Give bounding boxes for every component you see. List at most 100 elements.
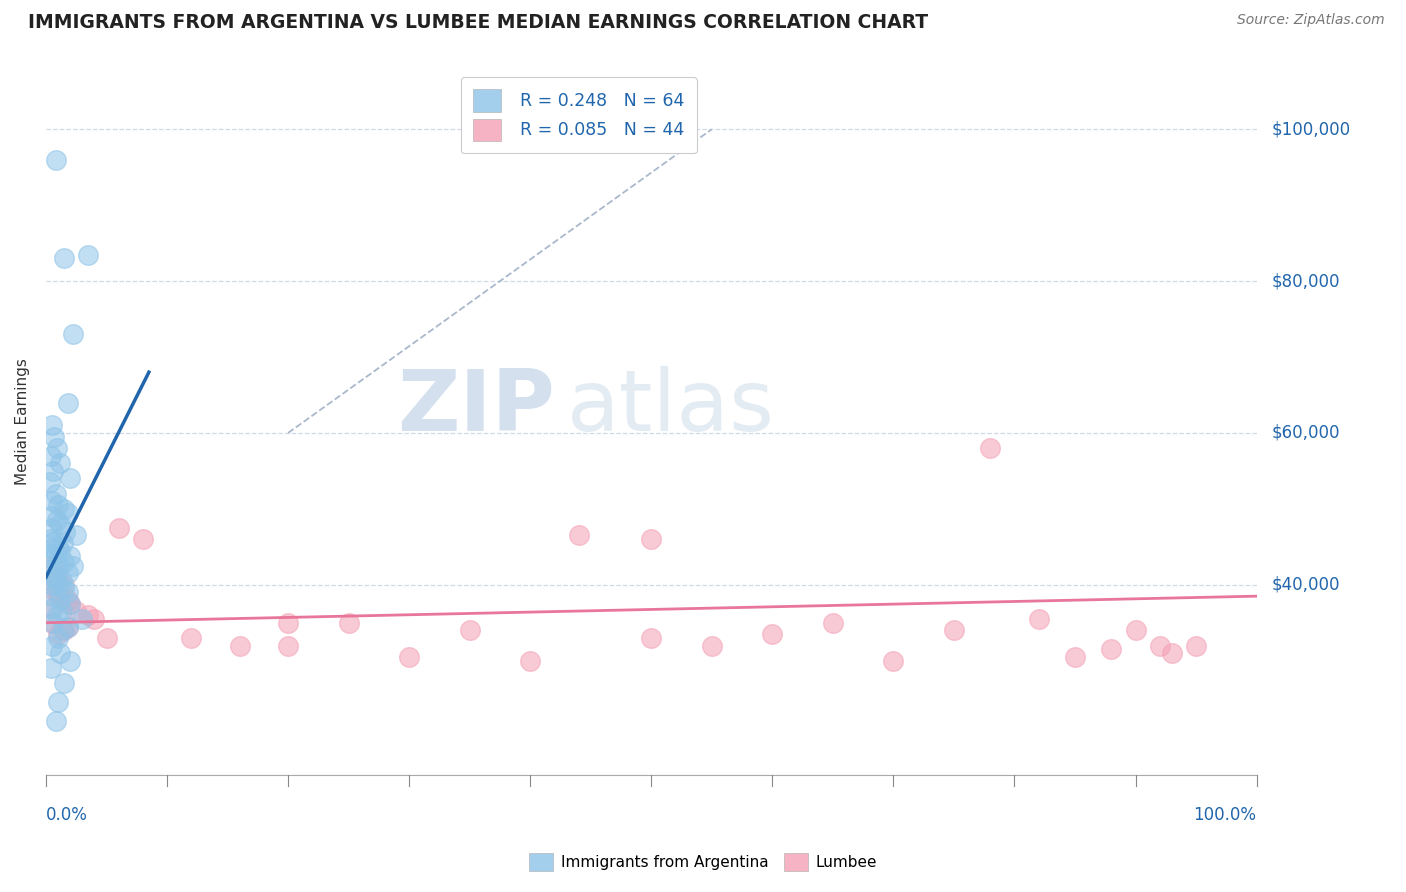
Text: $80,000: $80,000 <box>1271 272 1340 290</box>
Point <box>45 486 67 500</box>
Point <box>42 570 65 584</box>
Point <box>979 441 1001 455</box>
Point <box>132 533 155 547</box>
Point <box>45 572 67 586</box>
Y-axis label: Median Earnings: Median Earnings <box>15 358 30 485</box>
Point <box>107 521 129 535</box>
Point <box>45 608 67 623</box>
Point <box>1064 649 1087 664</box>
Point <box>41 639 63 653</box>
Point <box>59 654 82 668</box>
Point <box>65 604 87 618</box>
Point <box>77 247 100 261</box>
Point <box>53 501 76 516</box>
Text: 100.0%: 100.0% <box>1194 806 1257 824</box>
Point <box>46 574 69 588</box>
Point <box>46 627 69 641</box>
Point <box>53 582 76 596</box>
Point <box>39 661 62 675</box>
Point <box>59 597 82 611</box>
Point <box>640 631 662 645</box>
Point <box>46 695 69 709</box>
Point <box>1125 624 1147 638</box>
Point <box>42 600 65 615</box>
Point <box>41 578 63 592</box>
Point <box>942 624 965 638</box>
Point <box>39 551 62 566</box>
Point <box>59 471 82 485</box>
Point <box>62 558 84 573</box>
Point <box>49 543 72 558</box>
Point <box>39 449 62 463</box>
Point <box>53 624 76 638</box>
Point <box>1185 639 1208 653</box>
Point <box>42 464 65 478</box>
Point <box>53 252 76 266</box>
Text: 0.0%: 0.0% <box>46 806 87 824</box>
Point <box>56 619 79 633</box>
Text: atlas: atlas <box>567 366 775 449</box>
Point <box>1028 612 1050 626</box>
Point <box>45 441 67 455</box>
Legend:   R = 0.248   N = 64,   R = 0.085   N = 44: R = 0.248 N = 64, R = 0.085 N = 44 <box>461 78 697 153</box>
Point <box>1160 646 1182 660</box>
Text: IMMIGRANTS FROM ARGENTINA VS LUMBEE MEDIAN EARNINGS CORRELATION CHART: IMMIGRANTS FROM ARGENTINA VS LUMBEE MEDI… <box>28 13 928 32</box>
Point <box>882 654 904 668</box>
Point <box>52 624 75 638</box>
Point <box>46 540 69 554</box>
Point <box>761 627 783 641</box>
Point <box>56 593 79 607</box>
Point <box>45 513 67 527</box>
Point <box>38 563 60 577</box>
Point <box>77 608 100 623</box>
Point <box>56 619 79 633</box>
Point <box>49 646 72 660</box>
Point <box>59 549 82 563</box>
Point <box>49 516 72 531</box>
Point <box>41 600 63 615</box>
Point <box>46 579 69 593</box>
Point <box>44 533 66 548</box>
Point <box>39 509 62 524</box>
Point <box>41 521 63 535</box>
Point <box>337 615 360 630</box>
Point <box>277 615 299 630</box>
Point <box>398 649 420 664</box>
Point <box>46 631 69 645</box>
Point <box>45 714 67 729</box>
Point <box>45 585 67 599</box>
Point <box>519 654 541 668</box>
Point <box>41 615 63 630</box>
Point <box>49 589 72 603</box>
Point <box>62 327 84 342</box>
Point <box>41 418 63 433</box>
Point <box>51 604 73 618</box>
Point <box>52 536 75 550</box>
Point <box>72 612 94 626</box>
Point <box>46 498 69 512</box>
Point <box>277 639 299 653</box>
Point <box>44 430 66 444</box>
Point <box>53 555 76 569</box>
Point <box>700 639 723 653</box>
Point <box>56 395 79 409</box>
Point <box>96 631 118 645</box>
Point <box>56 585 79 599</box>
Point <box>38 533 60 547</box>
Point <box>49 456 72 470</box>
Point <box>46 564 69 578</box>
Point <box>65 528 87 542</box>
Point <box>45 570 67 584</box>
Point <box>228 639 250 653</box>
Point <box>640 533 662 547</box>
Point <box>53 578 76 592</box>
Point <box>41 541 63 556</box>
Point <box>53 524 76 539</box>
Point <box>38 475 60 490</box>
Point <box>180 631 202 645</box>
Point <box>56 506 79 520</box>
Point <box>39 582 62 596</box>
Point <box>41 558 63 573</box>
Point <box>1149 639 1171 653</box>
Point <box>83 612 105 626</box>
